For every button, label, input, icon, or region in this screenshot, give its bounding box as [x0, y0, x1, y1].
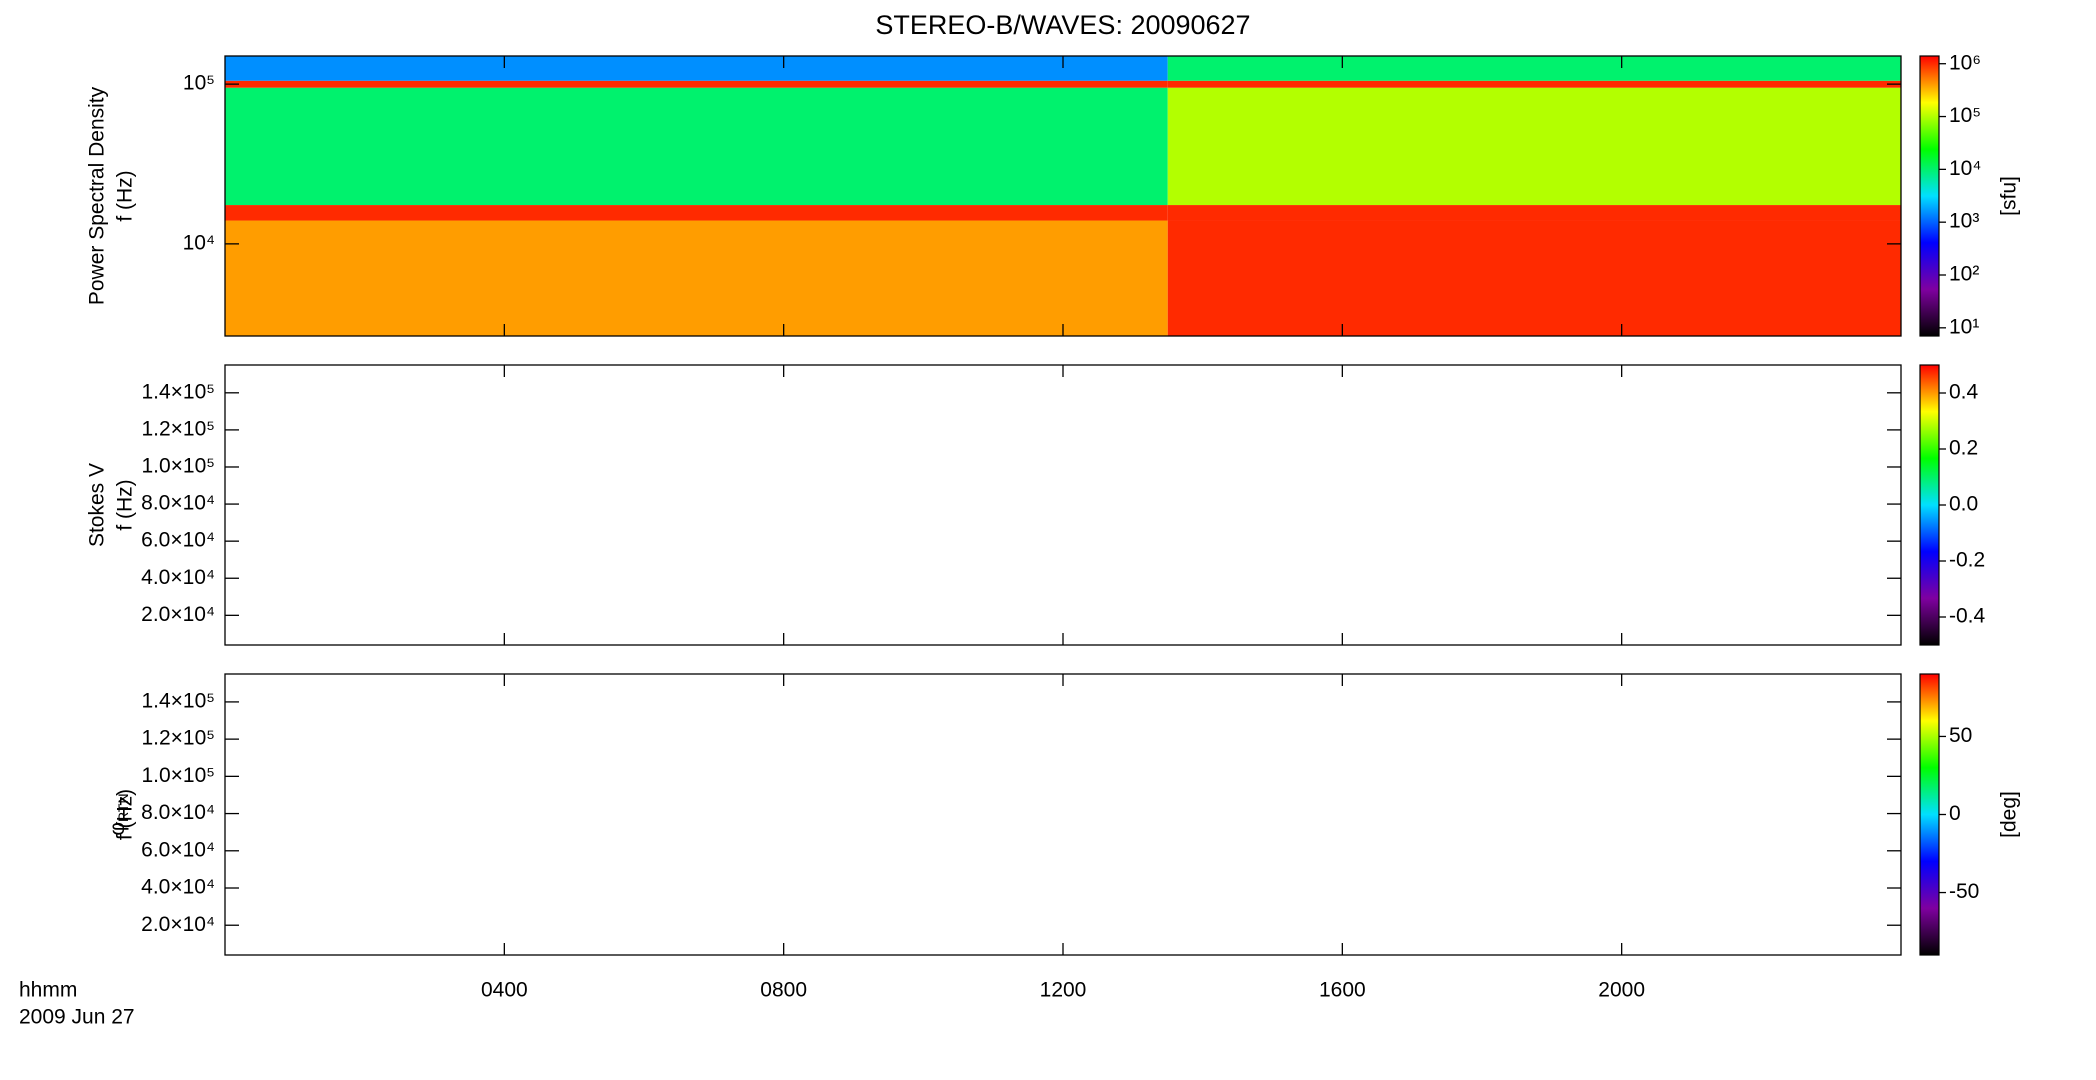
- y-axis-label: Power Spectral Density: [86, 86, 109, 305]
- y-tick-label: 8.0×10⁴: [141, 801, 215, 824]
- y-axis-label: Stokes V: [86, 463, 109, 547]
- y-tick-label: 1.2×10⁵: [141, 417, 215, 440]
- heatmap-cell: [225, 56, 1168, 81]
- y-tick-label: 2.0×10⁴: [141, 603, 215, 626]
- heatmap-cell: [1167, 56, 1901, 81]
- colorbar: [1919, 364, 1940, 646]
- heatmap-cell: [1167, 205, 1901, 221]
- x-label: 2009 Jun 27: [19, 1006, 135, 1029]
- x-tick-label: 0800: [760, 979, 807, 1002]
- x-tick-label: 1200: [1040, 979, 1087, 1002]
- x-label: hhmm: [19, 979, 77, 1002]
- colorbar: [1919, 55, 1940, 337]
- heatmap-cell: [1167, 80, 1901, 88]
- y-axis-label: φRTN: [106, 793, 131, 835]
- y-axis-label: f (Hz): [114, 789, 137, 840]
- colorbar-tick-label: 10²: [1949, 263, 1979, 286]
- y-axis-label-symbol: φ: [106, 822, 129, 836]
- colorbar-tick-label: -50: [1949, 880, 1979, 903]
- colorbar-tick-label: 10¹: [1949, 315, 1979, 338]
- colorbar-tick-label: 0.0: [1949, 493, 1978, 516]
- y-tick-label: 1.4×10⁵: [141, 689, 215, 712]
- heatmap-cell: [1167, 220, 1901, 336]
- y-tick-label: 8.0×10⁴: [141, 492, 215, 515]
- colorbar-tick-label: 10⁶: [1949, 51, 1981, 74]
- y-tick-label: 4.0×10⁴: [141, 566, 215, 589]
- colorbar-tick-label: -0.4: [1949, 605, 1986, 628]
- y-tick-label: 1.0×10⁵: [141, 455, 215, 478]
- x-tick-label: 1600: [1319, 979, 1366, 1002]
- plot-frame: [224, 364, 1902, 646]
- x-tick-label: 2000: [1598, 979, 1645, 1002]
- heatmap-cell: [225, 205, 1168, 221]
- colorbar-tick-label: 0.4: [1949, 381, 1979, 404]
- y-axis-label: f (Hz): [114, 170, 137, 221]
- heatmap-cell: [1167, 87, 1901, 206]
- y-tick-label: 10⁵: [183, 72, 215, 95]
- colorbar-label: [sfu]: [1998, 176, 2021, 216]
- chart-title: STEREO-B/WAVES: 20090627: [875, 10, 1250, 40]
- x-tick-label: 0400: [481, 979, 528, 1002]
- y-tick-label: 6.0×10⁴: [141, 529, 215, 552]
- colorbar-tick-label: -0.2: [1949, 549, 1985, 572]
- y-tick-label: 2.0×10⁴: [141, 913, 215, 936]
- y-tick-label: 1.4×10⁵: [141, 380, 215, 403]
- colorbar-tick-label: 10⁵: [1949, 104, 1981, 127]
- colorbar-tick-label: 10³: [1949, 210, 1979, 233]
- colorbar-label: [deg]: [1998, 791, 2021, 838]
- colorbar-tick-label: 0: [1949, 802, 1961, 825]
- y-tick-label: 1.0×10⁵: [141, 764, 215, 787]
- heatmap-cell: [225, 220, 1168, 336]
- colorbar-tick-label: 10⁴: [1949, 157, 1981, 180]
- y-tick-label: 10⁴: [183, 231, 215, 254]
- heatmap-cell: [225, 87, 1168, 206]
- y-axis-label-subscript: RTN: [115, 793, 131, 822]
- colorbar-tick-label: 50: [1949, 724, 1972, 747]
- heatmap-cell: [225, 80, 1168, 88]
- plot-frame: [224, 673, 1902, 956]
- y-tick-label: 6.0×10⁴: [141, 838, 215, 861]
- y-axis-label: f (Hz): [114, 479, 137, 530]
- y-tick-label: 1.2×10⁵: [141, 727, 215, 750]
- colorbar-tick-label: 0.2: [1949, 437, 1978, 460]
- y-tick-label: 4.0×10⁴: [141, 876, 215, 899]
- colorbar: [1919, 673, 1940, 956]
